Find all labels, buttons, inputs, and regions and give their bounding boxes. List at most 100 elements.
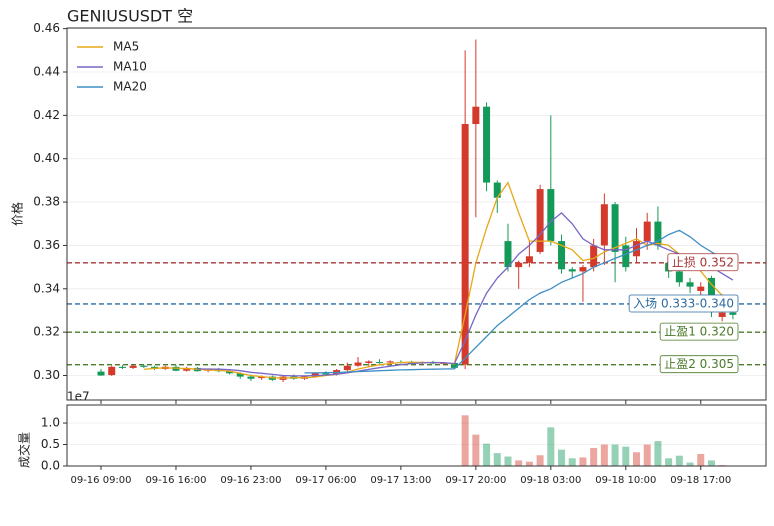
volume-bar (525, 461, 533, 466)
ma-line (143, 181, 734, 379)
candle-body (450, 362, 458, 368)
volume-bar (643, 444, 651, 466)
volume-bar (461, 415, 469, 466)
volume-bar (536, 455, 544, 466)
candle-body (386, 361, 394, 363)
y-tick-label: 0.36 (33, 238, 60, 252)
candle-body (654, 221, 662, 246)
x-tick-label: 09-16 09:00 (70, 475, 131, 486)
legend-label: MA20 (113, 80, 147, 94)
volume-bar (675, 455, 683, 466)
candle-body (258, 376, 266, 379)
candle-body (622, 245, 630, 268)
candle-body (675, 271, 683, 283)
candle-body (600, 204, 608, 246)
candle-body (525, 256, 533, 263)
candle-body (322, 373, 330, 375)
level-label-box (659, 355, 739, 374)
volume-bar (622, 446, 630, 466)
candle-body (236, 373, 244, 377)
candle-body (183, 367, 191, 371)
candle-body (461, 124, 469, 365)
candle-body (354, 362, 362, 366)
volume-bar (654, 441, 662, 466)
candle-body (97, 371, 105, 376)
volume-bar (707, 460, 715, 466)
y-tick-label: 0.38 (33, 195, 60, 209)
candle-body (472, 106, 480, 125)
candle-body (365, 361, 373, 363)
y-tick-label: 0.42 (33, 108, 60, 122)
y-tick-label: 0.34 (33, 281, 60, 295)
candle-body (718, 312, 726, 317)
x-tick-label: 09-17 13:00 (370, 475, 431, 486)
x-tick-label: 09-17 06:00 (295, 475, 356, 486)
ma-line (197, 212, 734, 377)
x-tick-label: 09-16 23:00 (220, 475, 281, 486)
y-axis-label: 价格 (10, 202, 25, 226)
volume-bar (515, 460, 523, 466)
volume-bar (600, 444, 608, 466)
level-label-box (659, 322, 739, 341)
candle-body (493, 182, 501, 198)
candle-body (226, 371, 234, 374)
volume-bar (697, 453, 705, 466)
candle-body (140, 365, 148, 367)
candle-body (247, 376, 255, 379)
candle-body (643, 221, 651, 242)
y-tick-label: 0.32 (33, 325, 60, 339)
volume-offset-label: 1e7 (67, 390, 90, 404)
candle-body (729, 312, 737, 315)
y-tick-label: 0.0 (41, 459, 60, 473)
level-label: 止损 0.352 (672, 255, 734, 269)
y-tick-label: 0.46 (33, 21, 60, 35)
candle-body (579, 267, 587, 272)
candle-body (558, 241, 566, 270)
volume-bar (686, 462, 694, 466)
candle-body (515, 262, 523, 268)
legend-label: MA5 (113, 40, 139, 54)
volume-bar (472, 434, 480, 466)
volume-bar (611, 444, 619, 466)
candle-body (375, 362, 383, 364)
candle-body (504, 241, 512, 268)
volume-bar (590, 447, 598, 466)
candle-body (172, 366, 180, 371)
level-label: 止盈2 0.305 (664, 357, 734, 371)
ma-line (304, 229, 734, 374)
y-tick-label: 0.30 (33, 368, 60, 382)
x-tick-label: 09-18 03:00 (520, 475, 581, 486)
x-tick-label: 09-16 16:00 (145, 475, 206, 486)
candle-body (108, 366, 116, 376)
candle-body (697, 286, 705, 291)
x-tick-label: 09-18 17:00 (670, 475, 731, 486)
volume-bar (558, 449, 566, 466)
candle-body (633, 241, 640, 257)
level-label: 止盈1 0.320 (664, 325, 734, 339)
candle-body (343, 365, 351, 371)
candle-body (686, 282, 694, 287)
volume-bar (483, 443, 491, 466)
level-label: 入场 0.333-0.340 (633, 296, 734, 310)
volume-bar (547, 427, 555, 466)
chart-title: GENIUSUSDT 空 (67, 7, 193, 26)
candle-body (536, 189, 544, 252)
candle-body (547, 189, 555, 242)
candle-body (611, 204, 619, 252)
volume-bar (579, 457, 587, 466)
candle-body (568, 269, 576, 272)
level-label-box (667, 253, 739, 272)
plot-frame (66, 27, 767, 401)
x-tick-label: 09-17 20:00 (445, 475, 506, 486)
candle-body (590, 245, 598, 268)
y-tick-label: 1.0 (41, 416, 60, 430)
candle-body (129, 365, 137, 368)
legend-label: MA10 (113, 60, 147, 74)
volume-bar (633, 452, 640, 466)
y-tick-label: 0.40 (33, 151, 60, 165)
volume-bar (493, 453, 501, 466)
volume-bar (504, 456, 512, 466)
y-tick-label: 0.5 (41, 437, 60, 451)
candle-body (118, 366, 126, 368)
